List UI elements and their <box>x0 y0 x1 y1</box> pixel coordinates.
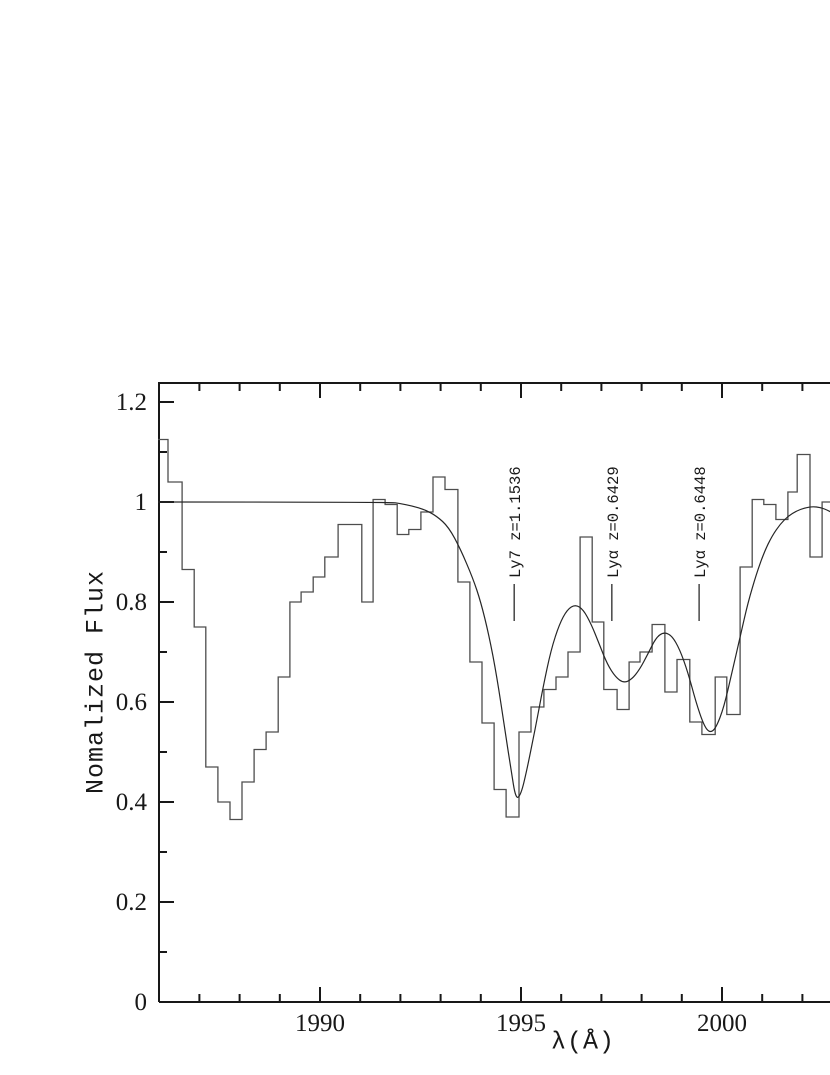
axis-frame-top-left <box>158 382 830 1002</box>
x-axis-title: λ(Å) <box>550 1027 616 1057</box>
y-tick-label: 0.8 <box>116 589 147 616</box>
observed-spectrum-histogram <box>158 438 830 821</box>
x-tick-label: 1995 <box>496 1010 546 1037</box>
x-tick-label: 1990 <box>295 1010 345 1037</box>
absorption-line-label: Lyα z=0.6448 <box>692 466 710 578</box>
y-tick-label: 0 <box>135 989 148 1016</box>
y-tick-label: 1 <box>135 489 148 516</box>
model-fit-curve <box>157 501 830 798</box>
y-tick-label: 0.4 <box>116 789 148 816</box>
y-tick-label: 1.2 <box>116 389 147 416</box>
y-axis-title: Nomalized Flux <box>81 569 111 795</box>
absorption-line-label: Ly7 z=1.1536 <box>507 466 525 578</box>
y-tick-label: 0.2 <box>116 889 147 916</box>
y-tick-label: 0.6 <box>116 689 147 716</box>
absorption-line-label: Lyα z=0.6429 <box>605 466 623 578</box>
x-tick-label: 2000 <box>697 1010 747 1037</box>
